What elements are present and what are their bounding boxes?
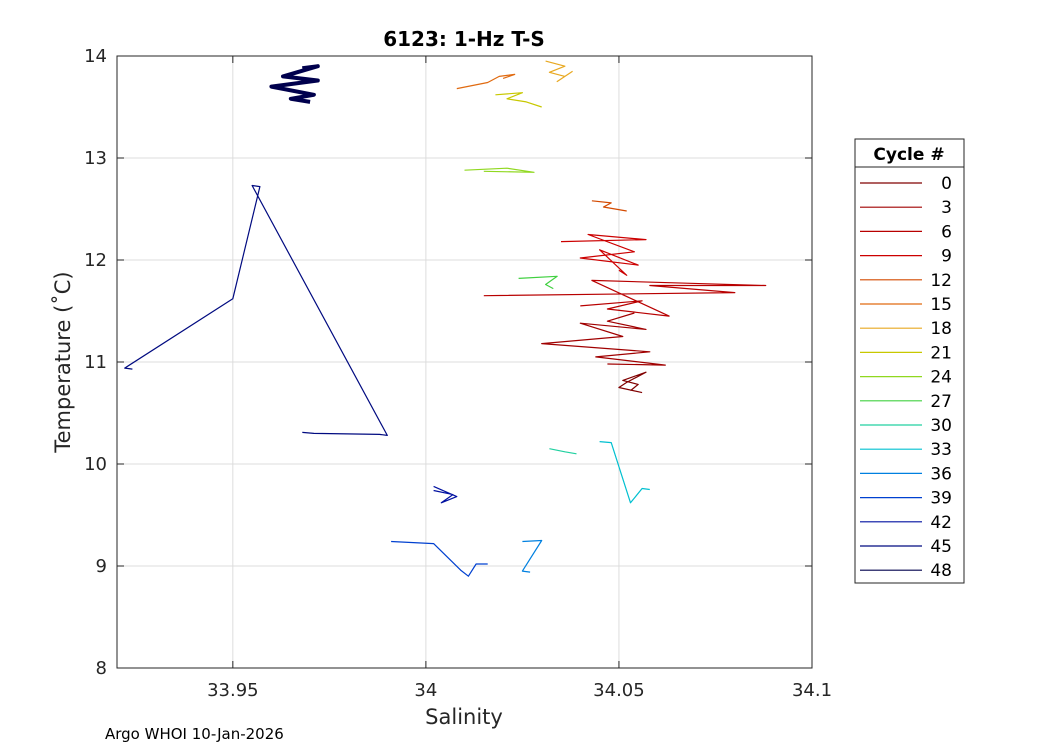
legend-label-cycle-39: 39	[930, 489, 952, 509]
x-tick-label: 34	[414, 680, 437, 701]
x-tick-label: 34.05	[593, 680, 645, 701]
legend-label-cycle-15: 15	[930, 295, 952, 315]
series-line-cycle-6	[483, 279, 767, 317]
y-tick-label: 13	[84, 148, 107, 169]
legend-label-cycle-36: 36	[930, 464, 952, 484]
y-axis-label: Temperature (˚C)	[51, 271, 75, 453]
series-line-cycle-18	[545, 60, 573, 83]
legend-label-cycle-48: 48	[930, 561, 952, 581]
legend-label-cycle-30: 30	[930, 416, 952, 436]
legend-label-cycle-33: 33	[930, 440, 952, 460]
y-axis-ticks: 8 9 10 11 12 13 14	[84, 46, 812, 679]
series-line-cycle-0	[618, 371, 647, 394]
x-tick-label: 33.95	[207, 680, 259, 701]
chart-title: 6123: 1-Hz T-S	[383, 27, 545, 51]
series-line-cycle-3	[541, 312, 666, 366]
legend-label-cycle-21: 21	[930, 343, 952, 363]
legend-title: Cycle #	[873, 145, 944, 165]
y-tick-label: 14	[84, 46, 107, 67]
legend-label-cycle-0: 0	[941, 174, 952, 194]
legend-label-cycle-3: 3	[941, 198, 952, 218]
y-tick-label: 12	[84, 250, 107, 271]
y-tick-label: 10	[84, 454, 107, 475]
y-tick-label: 11	[84, 352, 107, 373]
footer-credit: Argo WHOI 10-Jan-2026	[105, 725, 284, 743]
series-line-cycle-12	[591, 200, 627, 212]
series-layer	[124, 60, 767, 577]
series-line-cycle-45	[124, 184, 388, 436]
series-line-cycle-48	[269, 64, 320, 104]
legend-label-cycle-12: 12	[930, 271, 952, 291]
legend-label-cycle-9: 9	[941, 247, 952, 267]
legend-label-cycle-42: 42	[930, 513, 952, 533]
series-line-cycle-36	[521, 539, 543, 573]
x-axis-label: Salinity	[425, 705, 503, 729]
series-line-cycle-24	[464, 167, 535, 173]
y-tick-label: 8	[96, 658, 107, 679]
legend-label-cycle-18: 18	[930, 319, 952, 339]
legend-box	[854, 138, 965, 584]
legend-label-cycle-6: 6	[941, 222, 952, 242]
series-line-cycle-33	[599, 441, 650, 504]
x-tick-label: 34.1	[792, 680, 832, 701]
legend-label-cycle-45: 45	[930, 537, 952, 557]
series-line-cycle-39	[391, 540, 488, 577]
series-line-cycle-42	[433, 485, 458, 504]
series-line-cycle-27	[518, 275, 558, 290]
y-tick-label: 9	[96, 556, 107, 577]
series-line-cycle-21	[495, 92, 542, 108]
legend-label-cycle-27: 27	[930, 392, 952, 412]
series-line-cycle-9	[560, 233, 647, 276]
series-line-cycle-30	[549, 448, 577, 455]
x-axis-ticks: 33.95 34 34.05 34.1	[207, 56, 832, 701]
series-line-cycle-15	[456, 73, 516, 90]
legend-label-cycle-24: 24	[930, 368, 952, 388]
